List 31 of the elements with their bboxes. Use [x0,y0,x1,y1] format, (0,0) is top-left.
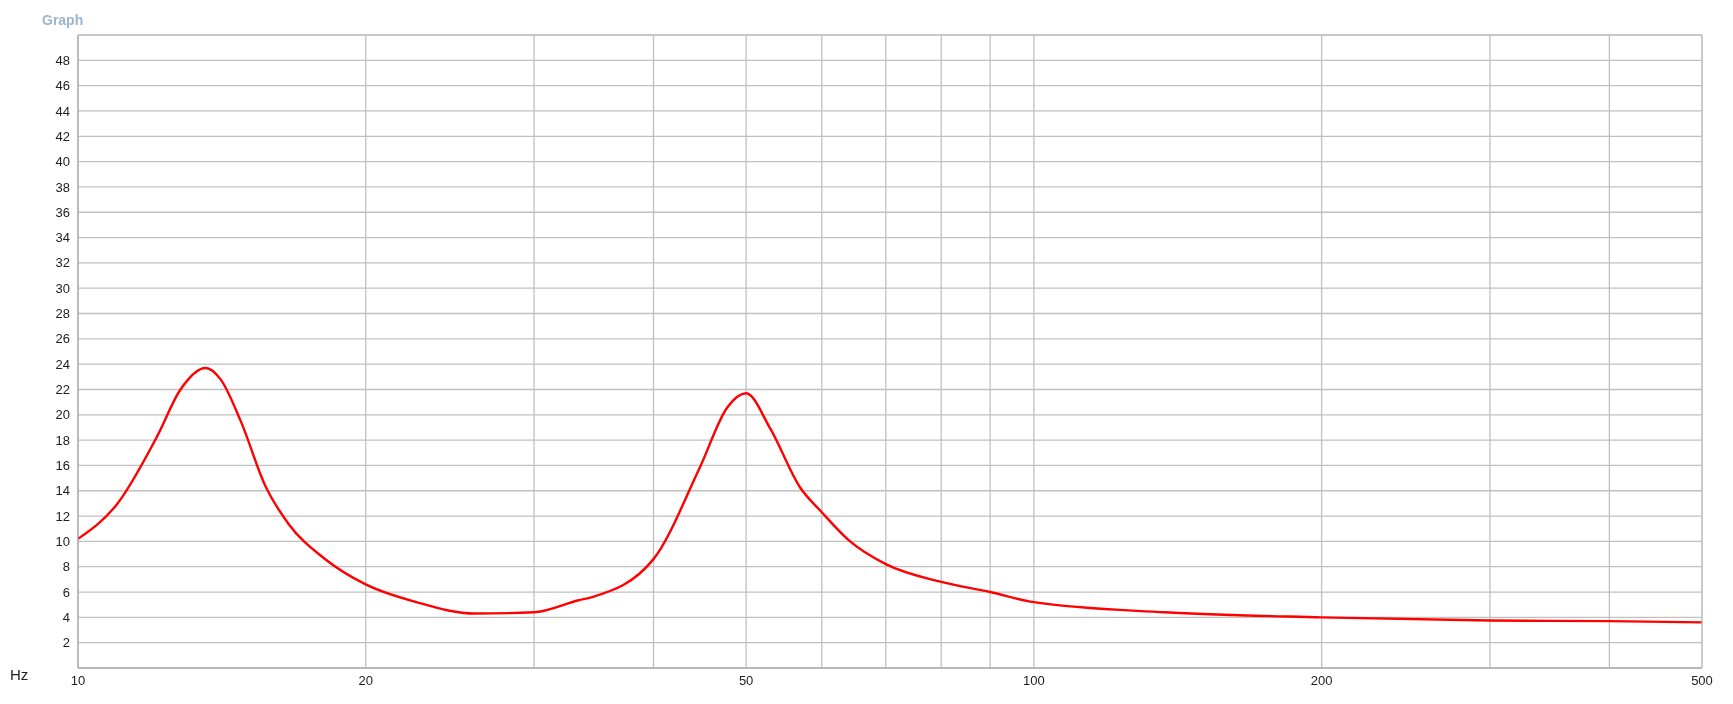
y-tick-label: 38 [55,179,70,195]
y-tick-label: 18 [55,432,70,448]
y-tick-label: 8 [62,559,70,575]
x-tick-label: 20 [358,673,373,689]
x-tick-label: 100 [1023,673,1045,689]
y-tick-label: 20 [55,407,70,423]
y-tick-label: 14 [55,483,70,499]
y-tick-label: 46 [55,78,70,94]
x-tick-label: 200 [1310,673,1333,689]
x-axis-title: Hz [10,666,29,683]
y-tick-label: 10 [55,534,70,550]
y-tick-label: 2 [62,635,70,651]
x-tick-label: 500 [1691,673,1713,689]
y-tick-label: 48 [55,52,70,68]
y-tick-label: 36 [55,204,70,220]
chart-title: Graph [42,12,84,28]
y-tick-label: 42 [55,128,70,144]
x-tick-label: 50 [738,673,754,689]
y-tick-label: 12 [55,508,70,524]
y-tick-label: 34 [55,230,70,246]
y-tick-label: 24 [55,356,70,372]
y-tick-label: 40 [55,154,70,170]
y-tick-label: 16 [55,458,70,474]
y-tick-label: 6 [62,584,70,600]
y-tick-label: 4 [62,609,70,625]
y-tick-label: 32 [55,255,70,271]
y-tick-label: 28 [55,306,70,322]
y-tick-label: 30 [55,280,70,296]
y-tick-label: 22 [55,382,70,398]
y-tick-label: 44 [55,103,70,119]
y-tick-label: 26 [55,331,70,347]
